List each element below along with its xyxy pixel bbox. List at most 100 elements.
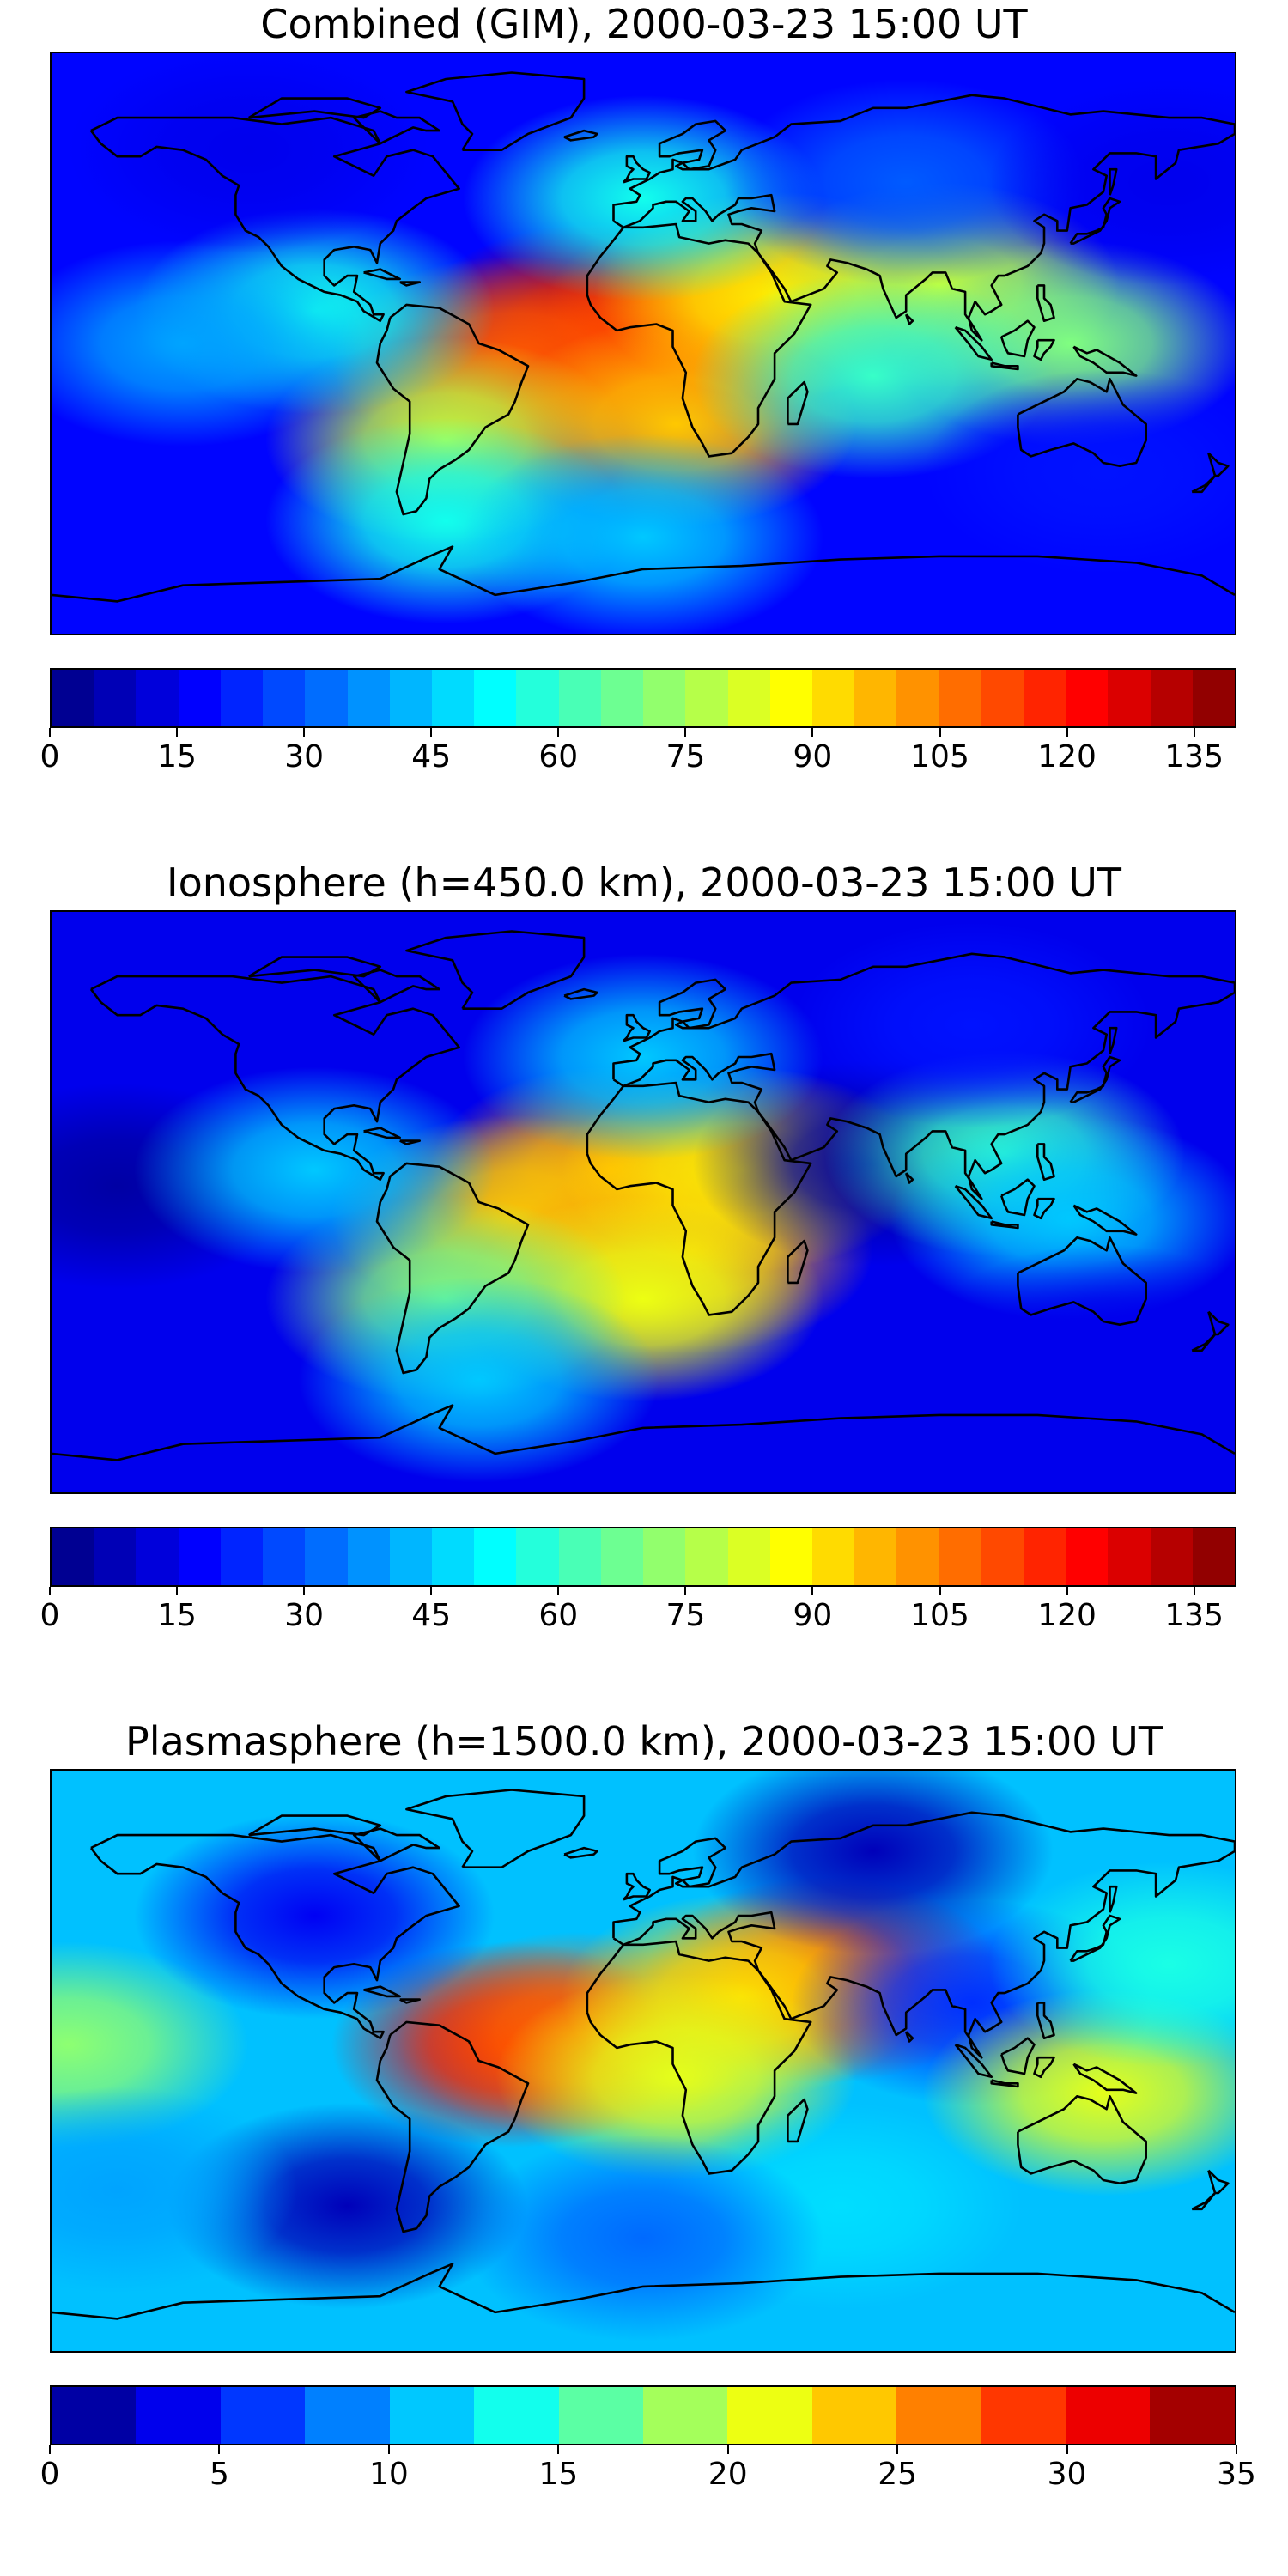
colorbar-cell [52, 2387, 137, 2444]
coastline [248, 956, 382, 978]
colorbar-cell [305, 1528, 348, 1585]
field-blob [988, 79, 1235, 286]
colorbar-tick-mark [49, 2445, 51, 2454]
colorbar-cell [1150, 2387, 1235, 2444]
coastline [787, 1239, 809, 1285]
coastline [375, 1162, 530, 1375]
colorbar-cell [1066, 1528, 1109, 1585]
colorbar-cell [52, 1528, 94, 1585]
colorbar-tick-mark [811, 1587, 814, 1595]
coastline [1017, 377, 1147, 468]
colorbar-tick-label: 10 [368, 2457, 409, 2492]
colorbar-cell [389, 2387, 475, 2444]
colorbar-tick-mark [726, 2445, 729, 2454]
coastline [586, 1940, 812, 2175]
colorbar-cell [178, 670, 221, 726]
colorbar-tick-label: 90 [793, 739, 833, 775]
colorbar-tick-mark [430, 1587, 433, 1595]
colorbar-tick-mark [557, 2445, 560, 2454]
field-blob [298, 1276, 659, 1483]
coastline [787, 2098, 809, 2143]
colorbar-cell [600, 1528, 644, 1585]
colorbar-cell [1024, 1528, 1066, 1585]
colorbar-cell [643, 1528, 686, 1585]
colorbar-cell [178, 1528, 221, 1585]
colorbar-tick-label: 25 [878, 2457, 918, 2492]
field-blob [52, 240, 364, 447]
colorbar-cell [431, 670, 475, 726]
colorbar-cell [643, 670, 686, 726]
field-blob [791, 921, 1152, 1128]
colorbar-tick-mark [176, 728, 179, 737]
colorbar-tick-label: 60 [538, 1598, 579, 1633]
field-blob [463, 95, 823, 301]
colorbar-cell [389, 1528, 432, 1585]
coastline [1017, 2094, 1147, 2185]
colorbar-cell [727, 670, 770, 726]
coastline [1207, 2169, 1230, 2195]
colorbar-tick-label: 20 [708, 2457, 748, 2492]
coastline [352, 1827, 441, 1862]
coastline [1191, 474, 1217, 494]
colorbar-tick-mark [557, 1587, 560, 1595]
coastline [52, 1404, 1235, 1461]
colorbar-tick-mark [1066, 1587, 1068, 1595]
colorbar-cell [896, 1528, 939, 1585]
colorbar-cell [854, 1528, 897, 1585]
colorbar-cell [347, 670, 390, 726]
map-combined [50, 52, 1236, 635]
coastline [352, 110, 441, 145]
colorbar-ticks-ionosphere: 0 15 30 45 60 75 90 105 120 135 [40, 1587, 1236, 1638]
colorbar-tick-mark [811, 728, 814, 737]
coastline [612, 94, 1235, 342]
colorbar-cell [727, 2387, 812, 2444]
colorbar-cell [220, 2387, 306, 2444]
coastline [89, 1833, 460, 2040]
colorbar-tick-mark [939, 1587, 941, 1595]
chart-title: Plasmasphere (h=1500.0 km), 2000-03-23 1… [125, 1718, 1163, 1765]
colorbar-tick-mark [684, 1587, 687, 1595]
colorbar-ticks-combined: 0 15 30 45 60 75 90 105 120 135 [40, 728, 1236, 780]
coastline [363, 268, 402, 281]
colorbar-cell [347, 1528, 390, 1585]
colorbar-cell [263, 670, 306, 726]
colorbar-tick-mark [176, 1587, 179, 1595]
colorbar-tick-label: 90 [793, 1598, 833, 1633]
field-blob [988, 1861, 1235, 2068]
colorbar-cell [1066, 670, 1109, 726]
coastline [787, 380, 809, 426]
coastline [612, 1811, 1235, 2059]
coastline [954, 2043, 993, 2079]
coastline [248, 97, 382, 119]
coastline [352, 969, 441, 1004]
coastline [1207, 452, 1230, 477]
colorbar-tick-label: 135 [1164, 739, 1224, 775]
colorbar-cell [431, 1528, 475, 1585]
colorbar-cell [685, 1528, 728, 1585]
colorbar-tick-label: 105 [910, 1598, 969, 1633]
field-blob [922, 1244, 1235, 1450]
colorbar-tick-label: 45 [411, 739, 452, 775]
colorbar-tick-mark [1193, 728, 1195, 737]
chart-title: Ionosphere (h=450.0 km), 2000-03-23 15:0… [167, 860, 1121, 906]
colorbar-cell [1108, 670, 1151, 726]
colorbar-cell [305, 670, 348, 726]
colorbar-tick-mark [218, 2445, 221, 2454]
coastline [248, 1814, 382, 1837]
coastline [375, 303, 530, 516]
coastline [563, 987, 598, 1000]
coastline [586, 1081, 812, 1316]
colorbar-cell [558, 1528, 601, 1585]
coastline [563, 129, 598, 142]
colorbar-cell [305, 2387, 390, 2444]
coastline [1069, 1914, 1121, 1962]
coastline [1109, 167, 1118, 196]
colorbar-tick-label: 30 [284, 739, 325, 775]
colorbar-cell [516, 1528, 559, 1585]
colorbar-cell [769, 1528, 812, 1585]
colorbar-cell [939, 670, 981, 726]
coastline [990, 1220, 1019, 1230]
map-svg [52, 912, 1235, 1492]
field-blob [134, 1813, 495, 2019]
colorbar-tick-mark [49, 1587, 51, 1595]
